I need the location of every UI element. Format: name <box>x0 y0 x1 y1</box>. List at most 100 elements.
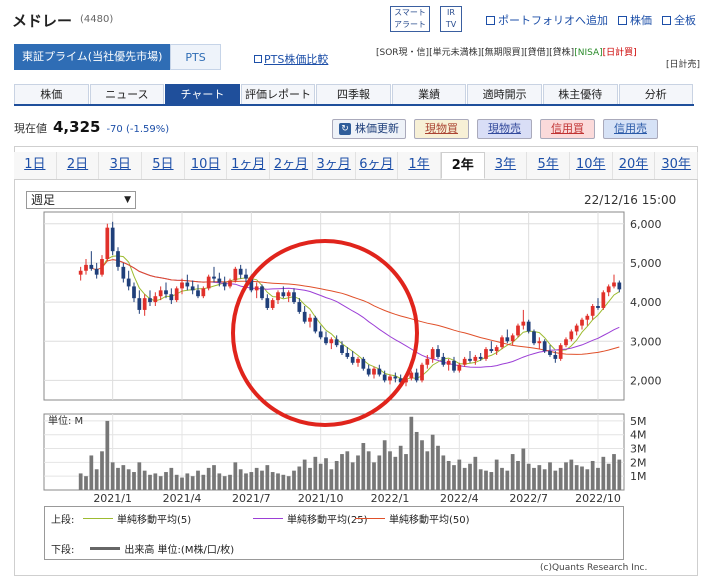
volume-bar <box>281 474 286 490</box>
candle-body <box>601 292 606 308</box>
refresh-button[interactable]: ↻ 株価更新 <box>332 119 406 139</box>
candle-body <box>430 349 435 359</box>
tab-chart[interactable]: チャート <box>165 84 240 104</box>
tab-shareholder-benefits[interactable]: 株主優待 <box>542 84 618 104</box>
period-tab[interactable]: 10年 <box>569 152 613 179</box>
volume-bar <box>574 465 579 490</box>
ma5-line <box>101 255 620 380</box>
smart-alert-button[interactable]: スマート アラート <box>390 6 430 32</box>
candle-body <box>153 296 158 303</box>
volume-bar <box>617 459 622 490</box>
x-tick-label: 2022/4 <box>440 492 479 505</box>
market-main-tab[interactable]: 東証プライム(当社優先市場) <box>14 44 171 70</box>
ma25-line <box>112 259 620 368</box>
period-tab[interactable]: 1日 <box>14 152 57 179</box>
interval-select[interactable]: 週足 ▼ <box>26 191 136 209</box>
candle-body <box>196 290 200 297</box>
tab-shikiho[interactable]: 四季報 <box>316 84 391 104</box>
period-tab[interactable]: 2日 <box>56 152 100 179</box>
candle-body <box>233 268 238 281</box>
candle-body <box>324 337 328 344</box>
tab-rating-report[interactable]: 評価レポート <box>240 84 316 104</box>
legend-upper-row: 上段: <box>51 511 74 526</box>
candle-body <box>542 341 547 352</box>
price-tick-label: 5,000 <box>630 257 662 270</box>
volume-bar <box>238 469 243 490</box>
volume-bar <box>222 476 227 490</box>
ir-tv-button[interactable]: IR TV <box>440 6 462 32</box>
period-tab[interactable]: 1年 <box>398 152 441 179</box>
candle-body <box>388 376 392 381</box>
period-tab[interactable]: 3年 <box>484 152 528 179</box>
period-tab[interactable]: 3日 <box>99 152 143 179</box>
chart-legend: 上段: 単純移動平均(5) 単純移動平均(25) 単純移動平均(50) 下段: … <box>44 506 624 560</box>
candle-body <box>265 298 270 308</box>
candle-body <box>308 317 312 322</box>
volume-bar <box>265 465 270 490</box>
period-tab[interactable]: 10日 <box>184 152 228 179</box>
period-tab[interactable]: 5日 <box>142 152 185 179</box>
volume-bar <box>340 454 344 490</box>
pts-compare-link[interactable]: PTS株価比較 <box>254 51 328 67</box>
candle-body <box>489 349 494 352</box>
period-tab[interactable]: 20年 <box>612 152 656 179</box>
tab-disclosure[interactable]: 適時開示 <box>467 84 542 104</box>
candle-body <box>377 368 382 375</box>
top-links: ポートフォリオへ追加 株価 全板 <box>486 12 696 28</box>
candle-body <box>457 364 462 371</box>
volume-tick-label: 3M <box>630 443 647 456</box>
portfolio-add-link[interactable]: ポートフォリオへ追加 <box>486 12 608 28</box>
volume-bar <box>425 451 430 490</box>
tab-performance[interactable]: 業績 <box>391 84 467 104</box>
tag: [SOR現・信] <box>376 48 430 58</box>
volume-bar <box>548 462 552 490</box>
stock-price-link[interactable]: 株価 <box>618 12 652 28</box>
candle-body <box>329 339 334 344</box>
margin-sell-button[interactable]: 信用売 <box>603 119 658 139</box>
candle-body <box>313 317 318 332</box>
volume-bar <box>121 465 126 490</box>
volume-bar <box>132 472 136 490</box>
period-tab[interactable]: 30年 <box>655 152 698 179</box>
volume-bar <box>580 466 584 490</box>
period-tab[interactable]: 1ヶ月 <box>227 152 271 179</box>
volume-bar <box>260 470 264 490</box>
tab-analysis[interactable]: 分析 <box>618 84 694 104</box>
volume-bar <box>542 469 547 490</box>
volume-bar <box>420 440 424 490</box>
market-pts-tab[interactable]: PTS <box>170 44 221 70</box>
tab-news[interactable]: ニュース <box>89 84 165 104</box>
tab-stock-price[interactable]: 株価 <box>14 84 89 104</box>
volume-bar <box>142 470 147 490</box>
candle-body <box>286 292 291 297</box>
period-tab[interactable]: 2年 <box>440 152 485 179</box>
candle-body <box>580 319 584 326</box>
volume-bar <box>324 458 328 490</box>
period-tab[interactable]: 6ヶ月 <box>355 152 399 179</box>
volume-bar <box>537 465 542 490</box>
volume-bar <box>414 431 419 490</box>
candle-body <box>228 280 232 287</box>
volume-bar <box>356 455 360 490</box>
volume-bar <box>94 469 99 490</box>
full-board-link[interactable]: 全板 <box>662 12 696 28</box>
volume-bar <box>350 462 355 490</box>
tag: [貸借] <box>524 48 550 58</box>
price-change: -70 (-1.59%) <box>106 124 170 135</box>
period-tab[interactable]: 5年 <box>527 152 570 179</box>
volume-bar <box>430 434 435 490</box>
period-tab[interactable]: 3ヶ月 <box>312 152 356 179</box>
candle-body <box>276 292 280 301</box>
volume-bar <box>526 463 531 490</box>
cash-sell-button[interactable]: 現物売 <box>477 119 532 139</box>
volume-bar <box>409 416 414 490</box>
candle-body <box>356 358 360 363</box>
cash-buy-button[interactable]: 現物買 <box>414 119 469 139</box>
period-tab[interactable]: 2ヶ月 <box>270 152 313 179</box>
candle-body <box>158 290 163 297</box>
x-tick-label: 2021/4 <box>163 492 202 505</box>
volume-bar <box>254 467 259 490</box>
margin-buy-button[interactable]: 信用買 <box>540 119 595 139</box>
volume-bar <box>105 420 110 490</box>
volume-bar <box>318 463 323 490</box>
